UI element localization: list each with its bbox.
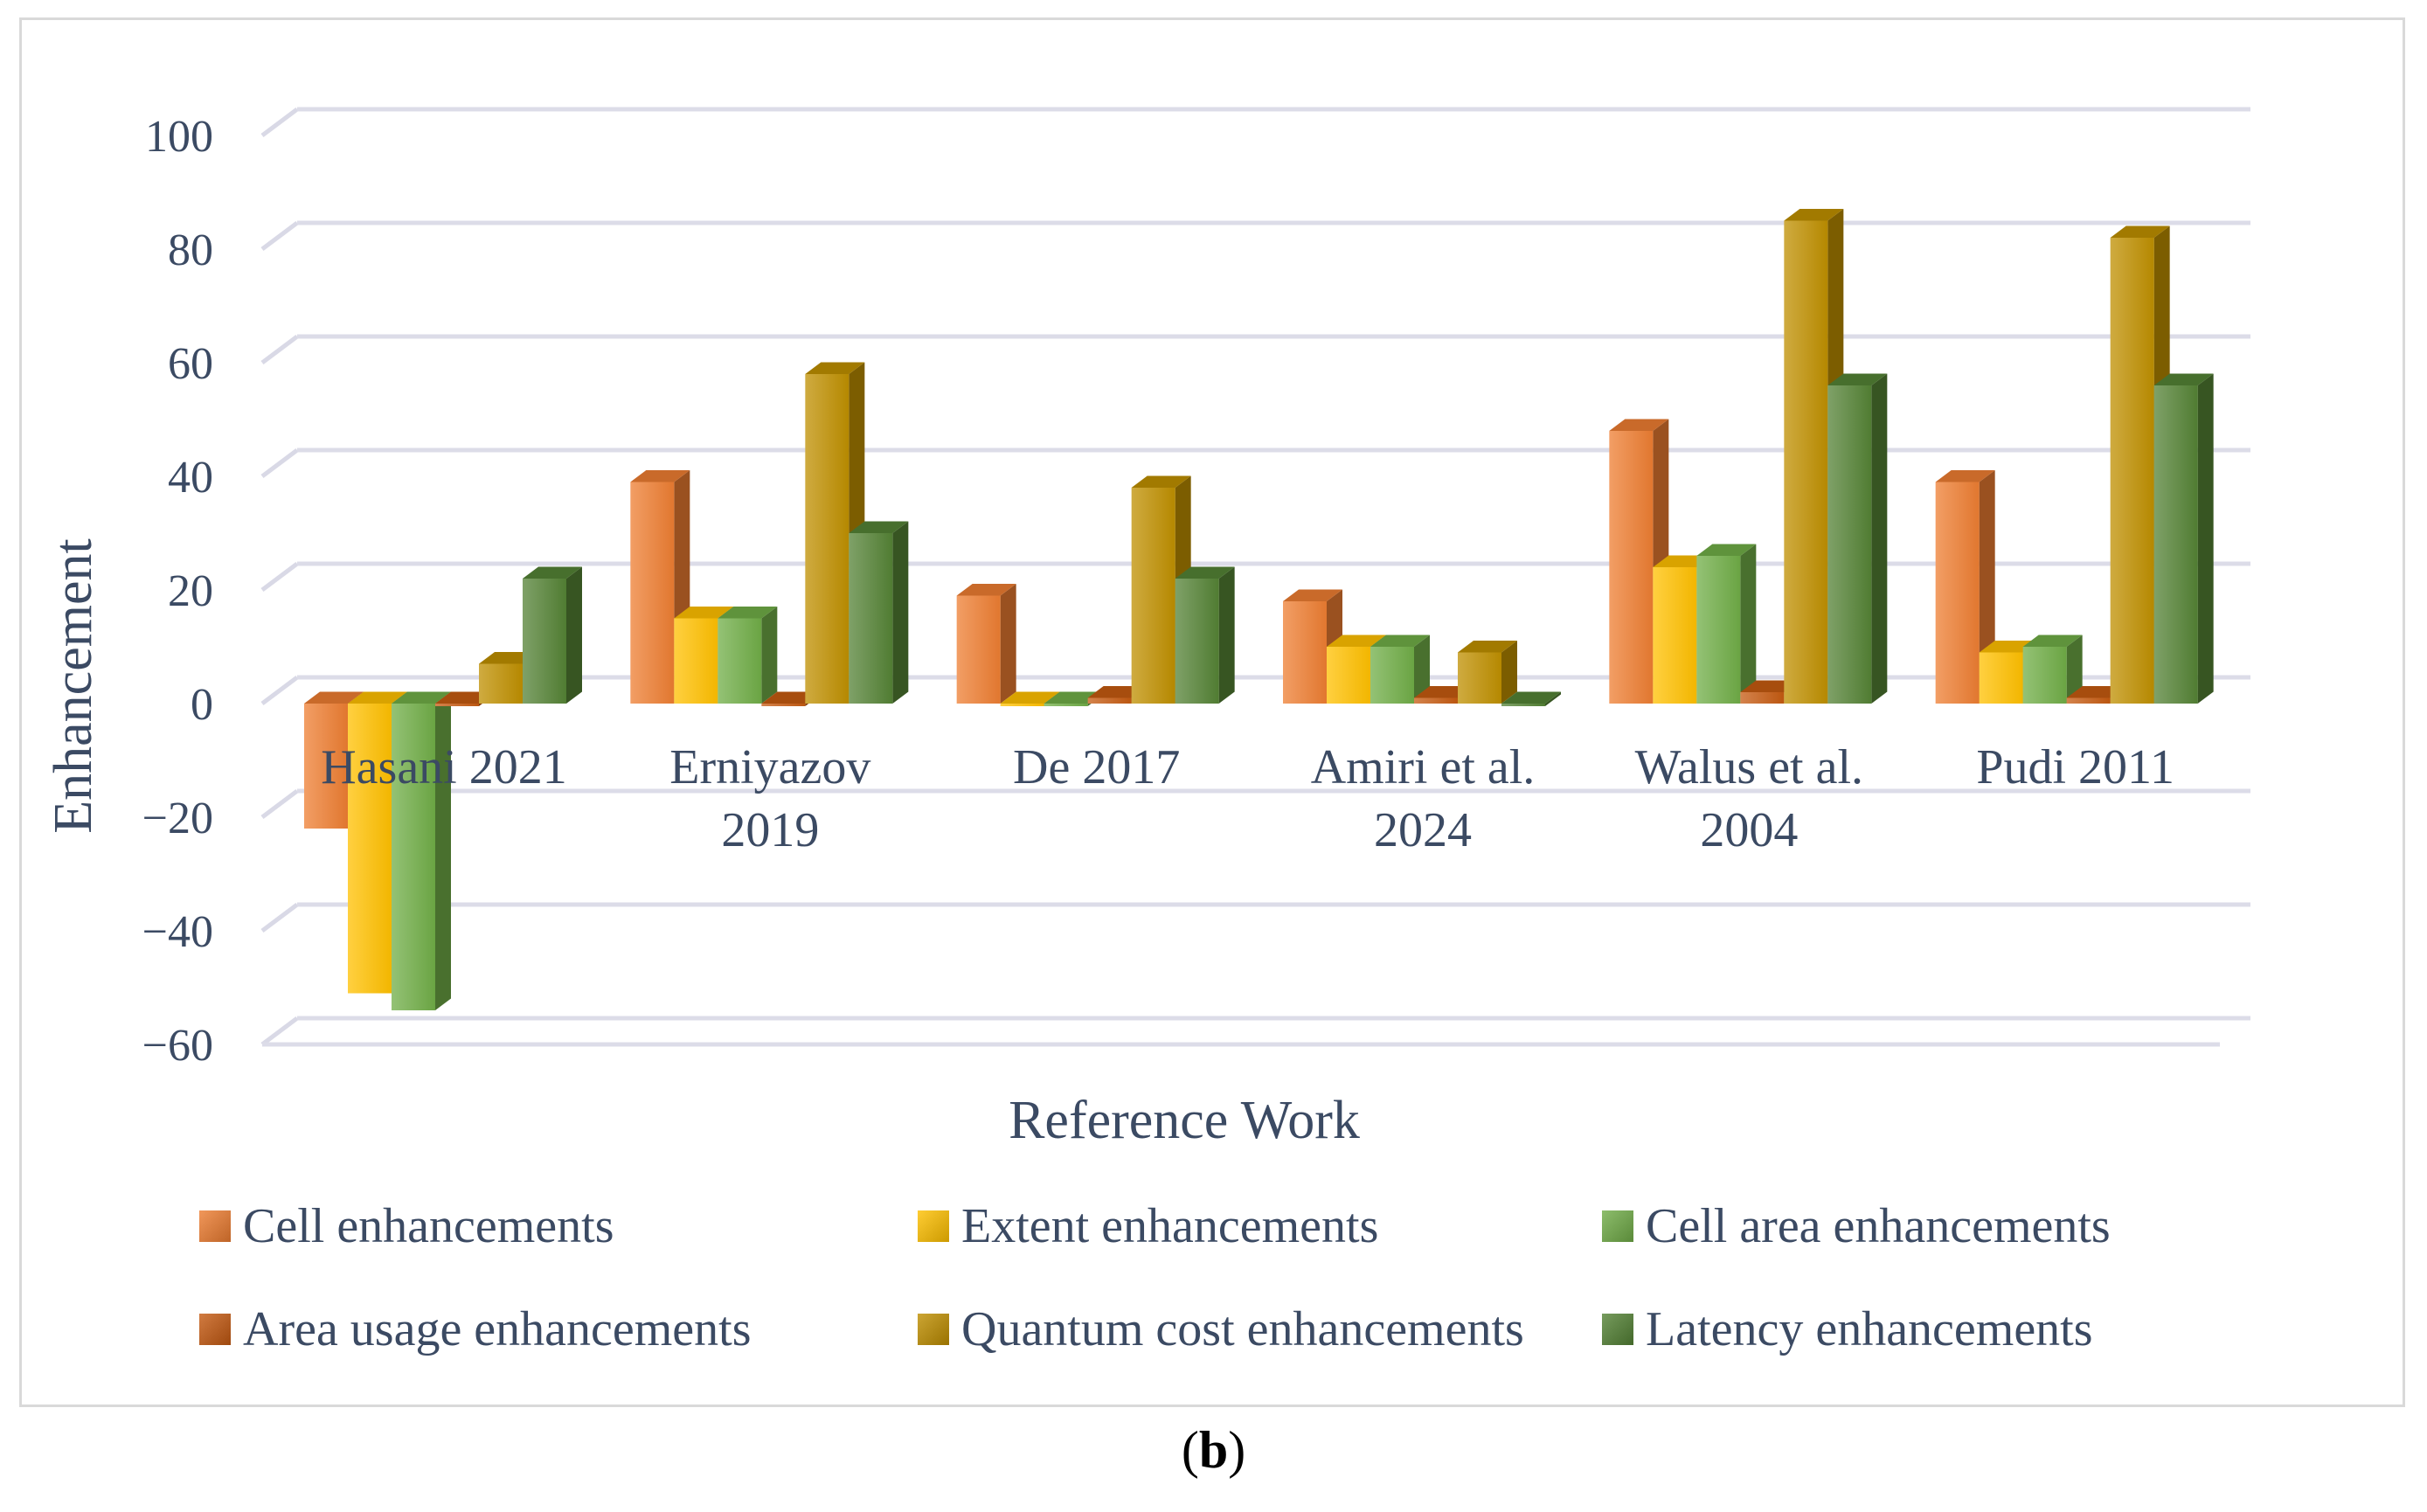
figure-caption-letter: b: [1198, 1421, 1229, 1479]
x-category-label: Pudi 2011: [1976, 740, 2174, 794]
legend-label: Area usage enhancements: [243, 1302, 752, 1356]
legend-swatch: [918, 1210, 949, 1242]
y-tick-label: 80: [168, 225, 213, 275]
x-category-label: Amiri et al. 2024: [1311, 740, 1536, 857]
bar-latency-enhancements-3: [1501, 691, 1561, 706]
bar-latency-enhancements-0: [523, 566, 582, 704]
figure-caption: (b): [1181, 1421, 1246, 1479]
y-tick-label: −20: [142, 794, 213, 843]
legend-label: Latency enhancements: [1646, 1302, 2093, 1356]
bar-latency-enhancements-2: [1175, 566, 1235, 704]
gridline-depth: [260, 221, 299, 251]
legend-swatch: [199, 1314, 231, 1345]
y-tick-label: 60: [168, 339, 213, 389]
bar-cell-enhancements-3: [1283, 589, 1342, 704]
y-tick-label: −40: [142, 907, 213, 957]
bar-quantum-cost-enhancements-3: [1458, 641, 1517, 704]
gridline-depth: [260, 1016, 299, 1046]
bar-latency-enhancements-5: [2153, 373, 2214, 704]
bar-latency-enhancements-4: [1827, 373, 1888, 704]
gridline-depth: [260, 108, 299, 137]
gridline-depth: [260, 335, 299, 364]
y-tick-label: 40: [168, 453, 213, 503]
legend-label: Cell enhancements: [243, 1199, 614, 1253]
y-axis-title: Enhancement: [44, 538, 103, 833]
x-category-label: Erniyazov 2019: [669, 740, 870, 857]
y-tick-label: 20: [168, 566, 213, 616]
x-category-label: De 2017: [1013, 740, 1180, 794]
bar-cell-area-enhancements-4: [1696, 544, 1757, 704]
gridline-depth: [260, 789, 299, 819]
x-axis-categories: Hasani 2021 Erniyazov 2019 De 2017 Amiri et …: [321, 740, 2174, 857]
bars: [304, 209, 2214, 1010]
x-axis-title: Reference Work: [1009, 1091, 1360, 1150]
gridlines: [260, 107, 2250, 1047]
y-tick-label: 0: [191, 680, 213, 730]
legend-swatch: [1602, 1210, 1633, 1242]
gridline-depth: [260, 676, 299, 705]
legend-swatch: [918, 1314, 949, 1345]
y-axis-ticks: 100 80 60 40 20 0 −20 −40 −60: [142, 112, 213, 1071]
y-tick-label: −60: [142, 1021, 213, 1071]
legend-label: Extent enhancements: [961, 1199, 1379, 1253]
bar-cell-area-enhancements-5: [2022, 635, 2083, 704]
legend-label: Cell area enhancements: [1646, 1199, 2111, 1253]
legend-label: Quantum cost enhancements: [961, 1302, 1524, 1356]
legend-swatch: [199, 1210, 231, 1242]
bar-cell-area-enhancements-0: [392, 691, 451, 1010]
bar-cell-area-enhancements-1: [718, 607, 778, 704]
bar-cell-area-enhancements-3: [1370, 635, 1430, 704]
x-category-label: Hasani 2021: [321, 740, 567, 794]
bar-cell-enhancements-2: [956, 584, 1016, 704]
legend-swatch: [1602, 1314, 1633, 1345]
gridline-depth: [260, 903, 299, 933]
gridline-depth: [260, 448, 299, 478]
bar-latency-enhancements-1: [849, 521, 909, 704]
legend: Cell enhancements Extent enhancements Cell…: [199, 1193, 2297, 1356]
gridline-depth: [260, 562, 299, 592]
x-category-label: Walus et al. 2004: [1635, 740, 1863, 857]
y-tick-label: 100: [145, 112, 213, 162]
